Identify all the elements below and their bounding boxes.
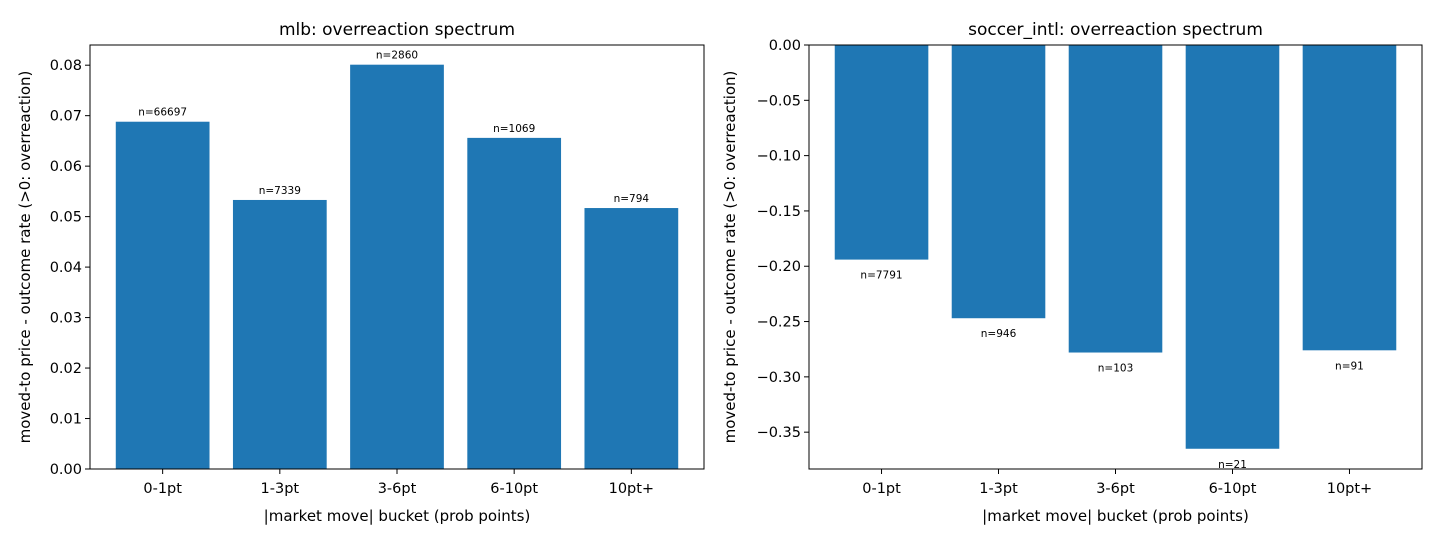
bar-label: n=7339	[259, 185, 301, 197]
bar-3-6pt	[1068, 45, 1163, 353]
x-tick-label: 6-10pt	[1209, 481, 1257, 497]
y-tick-label: 0.00	[50, 462, 82, 478]
x-tick-label: 3-6pt	[1096, 481, 1135, 497]
y-tick-label: 0.04	[50, 260, 82, 276]
y-tick-label: 0.07	[50, 109, 82, 125]
chart-title: mlb: overreaction spectrum	[279, 20, 515, 40]
y-tick-label: −0.15	[757, 204, 801, 220]
y-axis-label: moved-to price - outcome rate (>0: overr…	[16, 71, 34, 444]
axes-frame	[89, 44, 705, 470]
bar-6-10pt	[1185, 45, 1280, 449]
y-tick-label: 0.00	[769, 38, 801, 54]
bar-1-3pt	[951, 45, 1046, 319]
bar-3-6pt	[350, 64, 444, 469]
y-tick-label: 0.02	[50, 361, 82, 377]
chart-title: soccer_intl: overreaction spectrum	[968, 20, 1263, 40]
y-tick-label: −0.25	[757, 315, 801, 331]
x-tick-label: 0-1pt	[862, 481, 901, 497]
x-tick-label: 10pt+	[609, 481, 655, 497]
bar-label: n=21	[1218, 459, 1247, 471]
x-tick-label: 6-10pt	[490, 481, 538, 497]
x-axis-label: |market move| bucket (prob points)	[982, 507, 1249, 525]
bar-label: n=66697	[138, 107, 187, 119]
bar-label: n=103	[1098, 363, 1134, 375]
bar-label: n=946	[981, 328, 1017, 340]
bar-label: n=91	[1335, 360, 1364, 372]
x-tick-label: 0-1pt	[143, 481, 182, 497]
bar-0-1pt	[115, 121, 210, 469]
y-tick-label: 0.03	[50, 311, 82, 327]
chart-mlb: n=66697 0-1pt n=7339 1-3pt n=2860 3-6pt n=1069…	[16, 20, 705, 525]
y-axis-label: moved-to price - outcome rate (>0: overr…	[721, 71, 739, 444]
y-tick-label: −0.20	[757, 259, 801, 275]
y-tick-label: −0.05	[757, 93, 801, 109]
bar-label: n=794	[614, 193, 650, 205]
bar-0-1pt	[834, 45, 929, 260]
x-tick-label: 1-3pt	[261, 481, 300, 497]
y-tick-label: −0.35	[757, 425, 801, 441]
bar-label: n=7791	[860, 270, 902, 282]
x-tick-label: 10pt+	[1327, 481, 1373, 497]
y-tick-label: −0.30	[757, 370, 801, 386]
y-tick-label: −0.10	[757, 149, 801, 165]
y-tick-label: 0.06	[50, 159, 82, 175]
bar-label: n=2860	[376, 50, 418, 62]
y-tick-label: 0.01	[50, 412, 82, 428]
bar-label: n=1069	[493, 123, 535, 135]
bar-6-10pt	[467, 137, 562, 469]
y-tick-label: 0.08	[50, 58, 82, 74]
bar-10pt+	[584, 208, 679, 470]
bar-1-3pt	[232, 199, 327, 469]
axes-frame	[808, 44, 1423, 470]
y-tick-label: 0.05	[50, 210, 82, 226]
chart-soccer-intl: n=7791 0-1pt n=946 1-3pt n=103 3-6pt n=21 6-10p…	[721, 20, 1423, 525]
bar-10pt+	[1302, 45, 1397, 351]
x-axis-label: |market move| bucket (prob points)	[264, 507, 531, 525]
x-tick-label: 1-3pt	[979, 481, 1018, 497]
x-tick-label: 3-6pt	[378, 481, 417, 497]
